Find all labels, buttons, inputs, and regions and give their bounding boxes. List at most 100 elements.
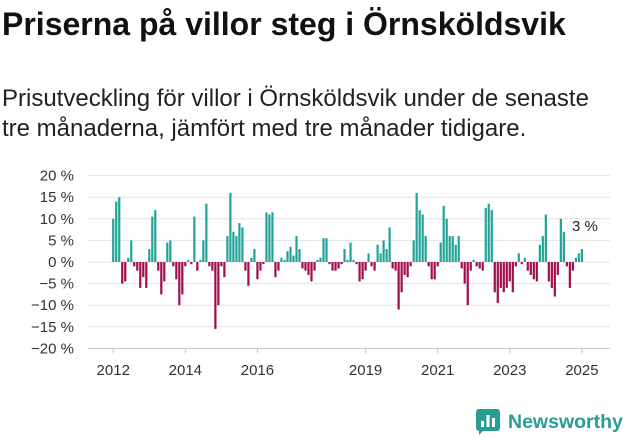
bar-negative — [529, 262, 532, 275]
y-tick-label: 20 % — [40, 168, 74, 185]
bar-positive — [424, 236, 427, 262]
bar-negative — [142, 262, 145, 278]
bar-positive — [490, 210, 493, 262]
newsworthy-logo: Newsworthy — [476, 409, 623, 435]
latest-value-label: 3 % — [572, 218, 598, 235]
x-axis: 2012 2014 2016 2019 2021 2023 2025 — [97, 348, 599, 379]
bar-positive — [439, 242, 442, 262]
bar-positive — [148, 249, 151, 262]
bar-positive — [268, 214, 271, 262]
bar-positive — [238, 223, 241, 262]
bar-positive — [265, 212, 268, 262]
y-tick-label: −10 % — [31, 297, 74, 314]
bar-positive — [487, 203, 490, 262]
x-tick-label: 2021 — [421, 362, 454, 379]
bar-positive — [292, 255, 295, 262]
bar-negative — [568, 262, 571, 288]
chart-subtitle-line: tre månaderna, jämfört med tre månader t… — [2, 115, 527, 142]
bar-negative — [184, 262, 187, 267]
x-tick-label: 2025 — [565, 362, 598, 379]
bar-negative — [256, 262, 259, 280]
bar-positive — [319, 257, 322, 262]
bar-positive — [289, 246, 292, 262]
bar-positive — [385, 249, 388, 262]
bar-negative — [247, 262, 250, 286]
bar-positive — [448, 236, 451, 262]
bar-negative — [502, 262, 505, 293]
bar-negative — [475, 262, 478, 267]
bar-negative — [145, 262, 148, 288]
bar-positive — [367, 253, 370, 262]
bar-positive — [577, 253, 580, 262]
bar-negative — [460, 262, 463, 269]
bar-negative — [190, 262, 193, 265]
bar-positive — [130, 240, 133, 262]
bar-negative — [355, 262, 358, 265]
bar-negative — [508, 262, 511, 282]
bar-negative — [124, 262, 127, 282]
bar-positive — [241, 227, 244, 262]
bar-positive — [388, 227, 391, 262]
bar-negative — [313, 262, 316, 271]
gridlines — [88, 175, 610, 349]
bar-positive — [283, 259, 286, 262]
bar-positive — [235, 236, 238, 262]
bar-negative — [277, 262, 280, 271]
x-tick-label: 2014 — [169, 362, 202, 379]
bar-negative — [217, 262, 220, 306]
bar-positive — [280, 257, 283, 262]
y-tick-label: 15 % — [40, 189, 74, 206]
bar-positive — [232, 231, 235, 262]
bar-negative — [373, 262, 376, 271]
newsworthy-logo-icon — [476, 409, 500, 435]
bar-negative — [175, 262, 178, 280]
bar-positive — [250, 257, 253, 262]
bar-negative — [565, 262, 568, 267]
bar-positive — [115, 201, 118, 262]
bar-positive — [574, 257, 577, 262]
bar-positive — [349, 242, 352, 262]
bars — [112, 192, 583, 329]
bar-negative — [361, 262, 364, 280]
bar-positive — [379, 253, 382, 262]
bar-negative — [520, 262, 523, 265]
bar-positive — [484, 208, 487, 262]
bar-positive — [580, 249, 583, 262]
bar-positive — [193, 216, 196, 262]
y-axis: 20 % 15 % 10 % 5 % 0 % −5 % −10 % −15 % −20 % — [31, 168, 74, 358]
bar-negative — [274, 262, 277, 278]
bar-positive — [544, 214, 547, 262]
bar-negative — [139, 262, 142, 288]
bar-negative — [427, 262, 430, 267]
bar-positive — [205, 203, 208, 262]
bar-positive — [154, 210, 157, 262]
bar-negative — [553, 262, 556, 297]
bar-positive — [253, 249, 256, 262]
bar-negative — [163, 262, 166, 282]
bar-negative — [478, 262, 481, 269]
bar-negative — [409, 262, 412, 267]
y-tick-label: −5 % — [39, 276, 74, 293]
bar-negative — [547, 262, 550, 282]
bar-positive — [118, 197, 121, 262]
bar-negative — [133, 262, 136, 267]
bar-negative — [505, 262, 508, 288]
bar-negative — [463, 262, 466, 284]
bar-negative — [160, 262, 163, 295]
bar-negative — [511, 262, 514, 293]
bar-negative — [262, 262, 265, 265]
bar-positive — [343, 249, 346, 262]
bar-positive — [316, 259, 319, 262]
bar-positive — [517, 253, 520, 262]
bar-negative — [220, 262, 223, 267]
bar-negative — [136, 262, 139, 271]
bar-negative — [178, 262, 181, 306]
bar-positive — [166, 242, 169, 262]
bar-positive — [226, 236, 229, 262]
bar-negative — [496, 262, 499, 304]
bar-chart: 20 % 15 % 10 % 5 % 0 % −5 % −10 % −15 % −20 % 201… — [31, 168, 610, 379]
bar-positive — [541, 236, 544, 262]
bar-negative — [571, 262, 574, 271]
bar-positive — [151, 216, 154, 262]
chart-title: Priserna på villor steg i Örnsköldsvik — [2, 6, 566, 42]
